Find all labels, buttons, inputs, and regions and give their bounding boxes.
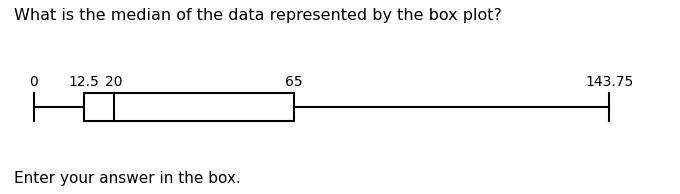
Text: What is the median of the data represented by the box plot?: What is the median of the data represent… <box>14 8 501 23</box>
Text: 65: 65 <box>285 75 303 89</box>
Text: 20: 20 <box>105 75 122 89</box>
FancyBboxPatch shape <box>84 93 294 121</box>
Text: 0: 0 <box>29 75 38 89</box>
Text: 12.5: 12.5 <box>68 75 99 89</box>
Text: Enter your answer in the box.: Enter your answer in the box. <box>14 171 240 186</box>
Text: 143.75: 143.75 <box>585 75 634 89</box>
